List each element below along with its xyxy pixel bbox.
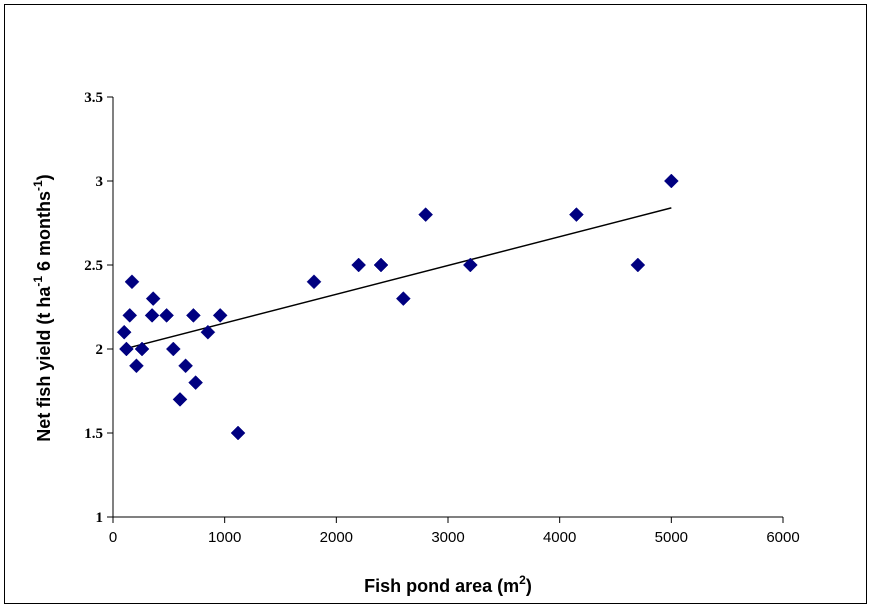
x-tick-label: 6000 <box>766 529 799 546</box>
data-point-marker <box>418 207 434 222</box>
data-point-marker <box>230 425 246 441</box>
data-point-marker <box>122 308 138 323</box>
y-tick-label: 2 <box>96 342 104 358</box>
data-point-marker <box>124 274 140 290</box>
data-point-marker <box>569 207 584 222</box>
data-point-marker <box>663 173 679 189</box>
trendline-group <box>123 207 672 350</box>
data-point-marker <box>395 291 411 306</box>
data-point-marker <box>165 341 181 357</box>
data-point-marker <box>462 257 478 273</box>
y-tick-label: 3.5 <box>84 90 103 106</box>
data-point-marker <box>129 358 144 374</box>
chart-area <box>4 4 867 604</box>
x-tick-label: 5000 <box>655 529 688 546</box>
x-tick-label: 4000 <box>543 529 576 546</box>
y-axis-title: Net fish yield (t ha-1 6 months-1) <box>31 174 54 441</box>
y-tick-label: 2.5 <box>84 258 103 274</box>
data-point-marker <box>186 308 201 323</box>
x-tick-label: 3000 <box>431 529 464 546</box>
data-point-marker <box>172 392 188 407</box>
data-point-marker <box>119 341 134 357</box>
y-tick-label: 1 <box>96 510 104 526</box>
data-point-marker <box>630 257 646 273</box>
axes <box>107 96 784 523</box>
x-tick-label: 2000 <box>320 529 353 546</box>
data-point-marker <box>212 308 228 323</box>
data-point-marker <box>116 324 132 340</box>
data-point-marker <box>144 308 160 323</box>
y-tick-label: 3 <box>96 174 104 190</box>
trendline <box>123 207 672 350</box>
data-point-marker <box>145 291 161 306</box>
x-axis-title: Fish pond area (m2) <box>364 573 532 596</box>
data-point-marker <box>373 257 389 273</box>
data-point-marker <box>200 324 216 340</box>
data-point-marker <box>306 274 322 290</box>
y-tick-label: 1.5 <box>84 426 103 442</box>
x-tick-label: 1000 <box>208 529 241 546</box>
x-tick-label: 0 <box>109 529 117 546</box>
data-point-marker <box>188 375 203 390</box>
data-points <box>116 173 679 441</box>
tick-labels: 0 1000 2000 3000 4000 5000 6000 1 1.5 2 2.5 3 3.5 <box>84 90 799 546</box>
data-point-marker <box>134 341 150 357</box>
data-point-marker <box>159 308 174 323</box>
data-point-marker <box>351 257 367 273</box>
data-point-marker <box>178 358 193 374</box>
